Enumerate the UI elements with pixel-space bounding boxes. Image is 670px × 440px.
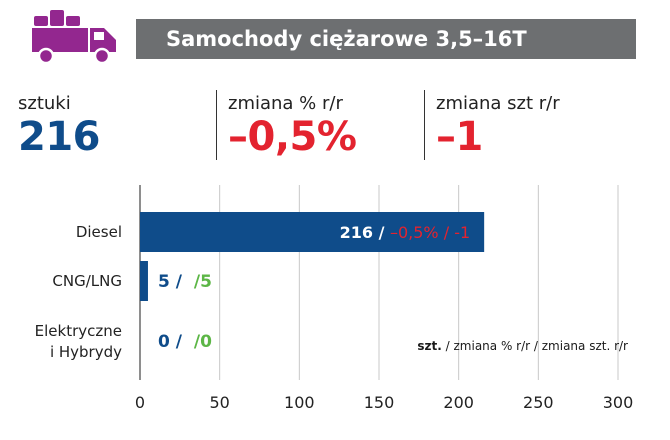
x-tick-label: 300: [603, 393, 634, 412]
legend-note-bold: szt.: [417, 339, 441, 353]
stat-abs-change-label: zmiana szt r/r: [436, 93, 560, 114]
stat-units-value: 216: [18, 114, 101, 160]
x-tick-label: 200: [443, 393, 474, 412]
bar: [140, 212, 485, 252]
category-label: Elektryczne i Hybrydy: [35, 322, 122, 361]
value-label: 0 / /0: [158, 332, 212, 352]
x-tick-label: 100: [284, 393, 315, 412]
bar: [140, 261, 148, 301]
stat-divider: [424, 90, 425, 160]
stat-units: sztuki 216: [18, 93, 101, 160]
x-tick-label: 250: [523, 393, 554, 412]
category-label-line: i Hybrydy: [50, 343, 122, 361]
legend-note-rest: / zmiana % r/r / zmiana szt. r/r: [442, 339, 628, 353]
value-label-part: /: [439, 223, 455, 242]
category-label-line: Diesel: [76, 223, 122, 241]
stat-pct-change-value: –0,5%: [228, 114, 357, 160]
category-label: CNG/LNG: [52, 272, 122, 290]
value-label-units: 0 /: [158, 332, 188, 352]
legend-note: szt. / zmiana % r/r / zmiana szt. r/r: [417, 339, 628, 353]
category-label: Diesel: [76, 223, 122, 241]
stat-abs-change-value: –1: [436, 114, 483, 160]
value-label-change: /0: [194, 332, 212, 352]
category-label-line: Elektryczne: [35, 322, 122, 340]
x-tick-label: 0: [135, 393, 145, 412]
category-label-line: CNG/LNG: [52, 272, 122, 290]
stat-divider: [216, 90, 217, 160]
value-label: 5 / /5: [158, 272, 212, 292]
value-label-change: /5: [194, 272, 212, 292]
truck-icon: [32, 10, 116, 65]
x-tick-label: 50: [209, 393, 229, 412]
x-tick-label: 150: [364, 393, 395, 412]
value-label-part: -1: [454, 223, 470, 242]
value-label-part: 216 /: [340, 223, 390, 242]
value-label: 216 / –0,5% / -1: [340, 223, 471, 242]
stat-abs-change: zmiana szt r/r –1: [436, 93, 560, 160]
value-label-units: 5 /: [158, 272, 188, 292]
stat-units-label: sztuki: [18, 93, 71, 114]
stat-pct-change-label: zmiana % r/r: [228, 93, 343, 114]
value-label-part: –0,5%: [390, 223, 439, 242]
page-title: Samochody ciężarowe 3,5–16T: [136, 19, 636, 59]
stat-pct-change: zmiana % r/r –0,5%: [228, 93, 357, 160]
